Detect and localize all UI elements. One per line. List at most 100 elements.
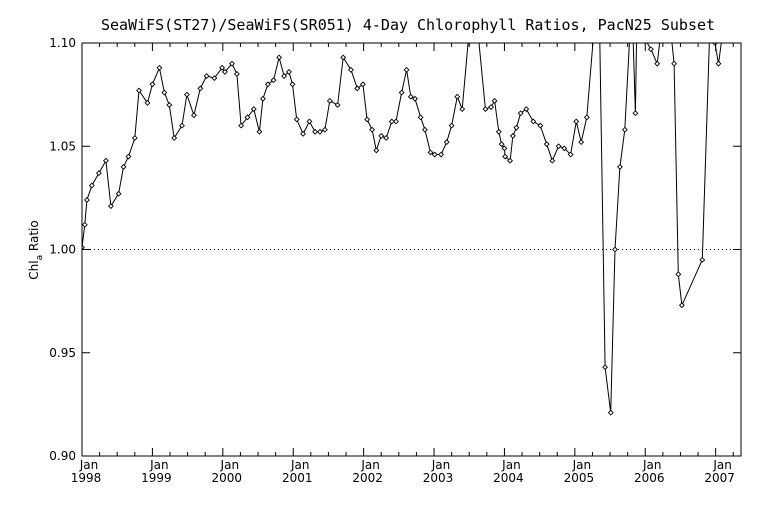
data-point [183, 91, 190, 98]
data-point [276, 54, 283, 61]
x-tick-month-label: Jan [149, 458, 169, 472]
data-point [495, 128, 502, 135]
data-point [675, 271, 682, 278]
data-point [583, 114, 590, 121]
y-axis-label-subscript: a [35, 255, 45, 261]
data-point [326, 97, 333, 104]
data-point [523, 106, 530, 113]
data-point [602, 364, 609, 371]
data-point [438, 151, 445, 158]
data-point [229, 60, 235, 67]
data-point [334, 102, 341, 108]
data-point [427, 149, 434, 156]
data-point [388, 118, 395, 125]
data-point [88, 182, 95, 189]
data-point [197, 85, 204, 92]
x-tick-month-label: Jan [501, 458, 521, 472]
data-point [517, 110, 524, 117]
data-point [369, 126, 376, 133]
data-point [219, 64, 226, 71]
y-axis-label: Chla Ratio [27, 220, 45, 279]
x-tick-month-label: Jan [431, 458, 451, 472]
data-point [161, 89, 168, 96]
data-point [632, 110, 639, 117]
data-point [144, 99, 151, 106]
data-point [359, 81, 366, 88]
x-tick-month-label: Jan [79, 458, 99, 472]
x-tick-year-label: 2001 [282, 471, 313, 485]
data-point [244, 114, 251, 121]
data-point [488, 104, 494, 110]
data-point [238, 122, 245, 129]
data-point [612, 246, 618, 253]
data-point [501, 145, 508, 152]
data-point [421, 126, 428, 133]
data-point [530, 118, 537, 125]
data-point [286, 68, 292, 75]
data-point [179, 122, 185, 129]
data-point [306, 118, 313, 125]
x-tick-year-label: 1999 [141, 471, 172, 485]
data-point [131, 135, 138, 141]
data-point [678, 302, 685, 309]
data-point [191, 112, 197, 119]
data-point [125, 153, 132, 160]
x-tick-year-label: 1998 [71, 471, 102, 485]
y-tick-label: 0.95 [49, 346, 76, 360]
data-point [498, 141, 505, 148]
data-point [293, 116, 300, 123]
data-point [459, 106, 466, 113]
data-point [383, 135, 390, 141]
x-tick-month-label: Jan [712, 458, 732, 472]
data-point [509, 132, 516, 139]
x-tick-year-label: 2005 [564, 471, 595, 485]
plot-area [82, 43, 741, 416]
data-point [454, 93, 461, 100]
axes: 0.900.951.001.051.10Jan1998Jan1999Jan200… [49, 36, 742, 485]
data-point [348, 66, 354, 73]
data-point [340, 54, 347, 61]
data-point [82, 244, 85, 251]
data-point [260, 95, 266, 102]
data-point [312, 128, 318, 135]
data-point [578, 139, 585, 146]
data-point [264, 81, 271, 88]
data-point [373, 147, 380, 154]
data-point [83, 197, 90, 203]
chart-title: SeaWiFS(ST27)/SeaWiFS(SR051) 4-Day Chlor… [101, 16, 715, 34]
data-point [448, 122, 455, 129]
data-point [502, 153, 509, 160]
y-axis-label-main: Chl [27, 260, 41, 279]
data-point [364, 116, 371, 123]
data-point [699, 256, 706, 263]
data-point [115, 190, 122, 197]
x-tick-year-label: 2007 [704, 471, 735, 485]
data-point [398, 89, 405, 96]
y-tick-label: 0.90 [49, 449, 76, 463]
data-point [281, 73, 288, 79]
x-tick-month-label: Jan [220, 458, 240, 472]
data-point [403, 66, 410, 73]
data-point [507, 157, 514, 164]
data-point [256, 128, 263, 135]
data-point [443, 139, 450, 146]
x-tick-year-label: 2003 [423, 471, 454, 485]
data-point [136, 87, 142, 94]
data-point [166, 102, 173, 108]
data-point [491, 97, 498, 104]
data-point [671, 60, 678, 67]
data-point [407, 93, 414, 100]
x-tick-year-label: 2006 [634, 471, 665, 485]
x-tick-year-label: 2004 [493, 471, 524, 485]
data-point [567, 151, 574, 158]
data-point [289, 81, 296, 88]
data-point [513, 124, 520, 131]
data-point [543, 141, 550, 148]
y-tick-label: 1.10 [49, 36, 76, 50]
data-point [233, 71, 240, 77]
data-point [354, 85, 361, 92]
data-point [549, 157, 556, 164]
data-point [647, 46, 654, 53]
